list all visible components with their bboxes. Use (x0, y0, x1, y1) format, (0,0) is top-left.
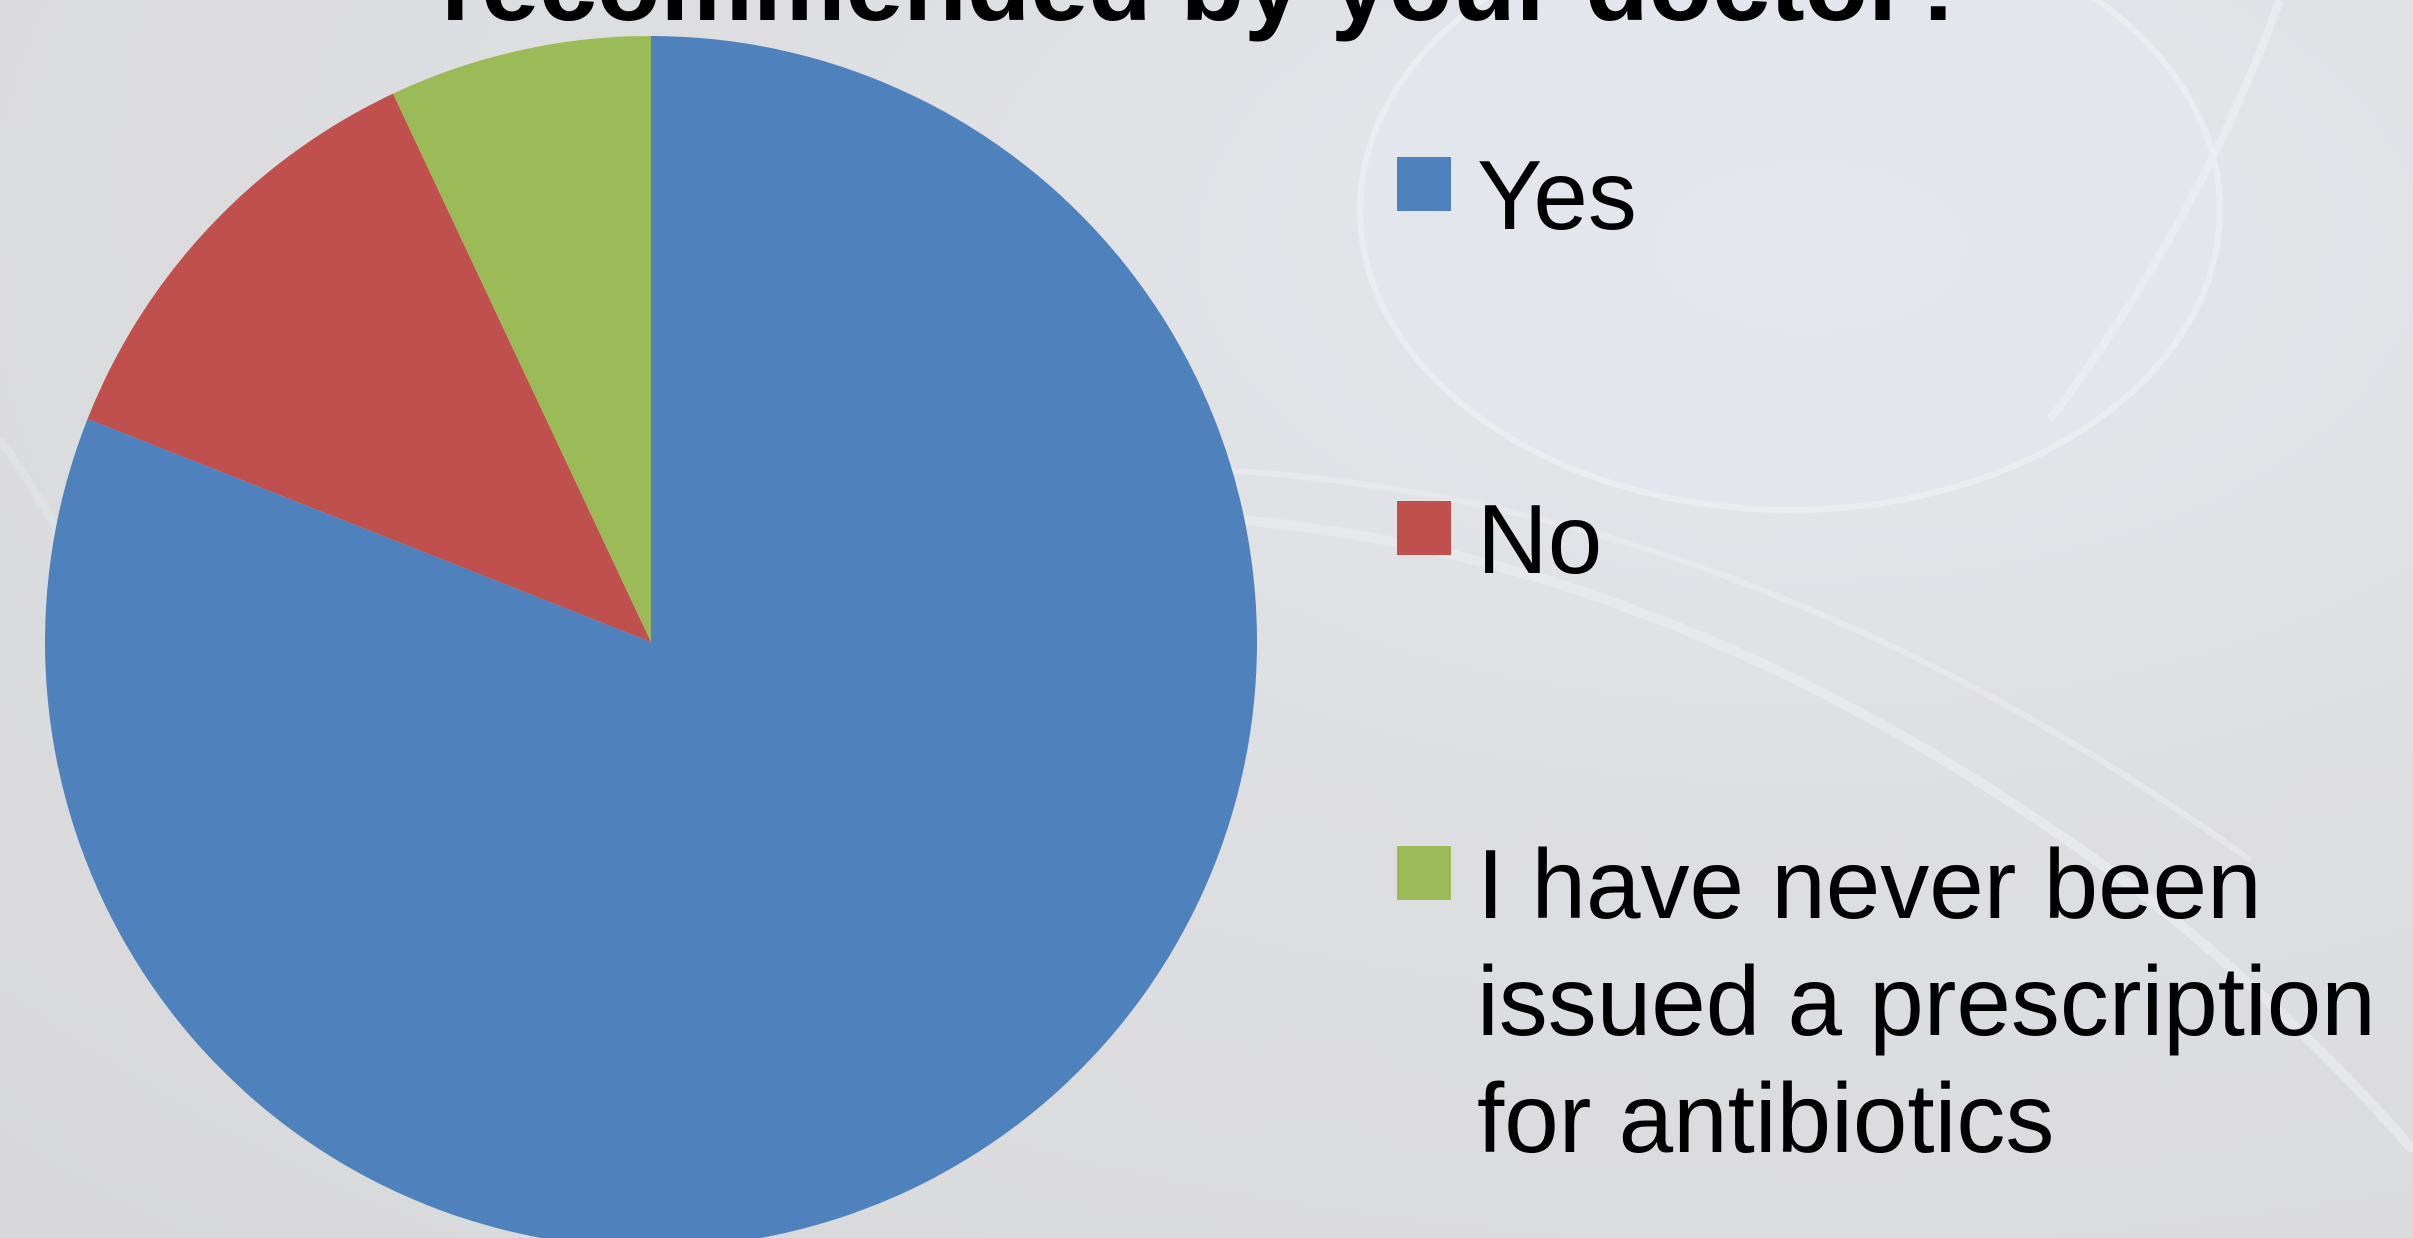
pie-slice-never-issued (392, 36, 651, 642)
pie-slice-no (87, 93, 652, 642)
legend-swatch-never-issued (1397, 846, 1451, 900)
legend-swatch-no (1397, 501, 1451, 555)
legend-swatch-yes (1397, 157, 1451, 211)
legend-label-never-issued: I have never been issued a prescription … (1477, 829, 2376, 1173)
chart-title: recommended by your doctor? (0, 0, 2413, 46)
legend-item-no: No (1397, 481, 2413, 598)
legend-label-yes: Yes (1477, 140, 1637, 250)
legend-item-never-issued: I have never been issued a prescription … (1397, 826, 2413, 1177)
legend-label-no: No (1477, 484, 1603, 594)
legend-item-yes: Yes (1397, 137, 2413, 254)
pie-slice-yes (45, 36, 1257, 1238)
